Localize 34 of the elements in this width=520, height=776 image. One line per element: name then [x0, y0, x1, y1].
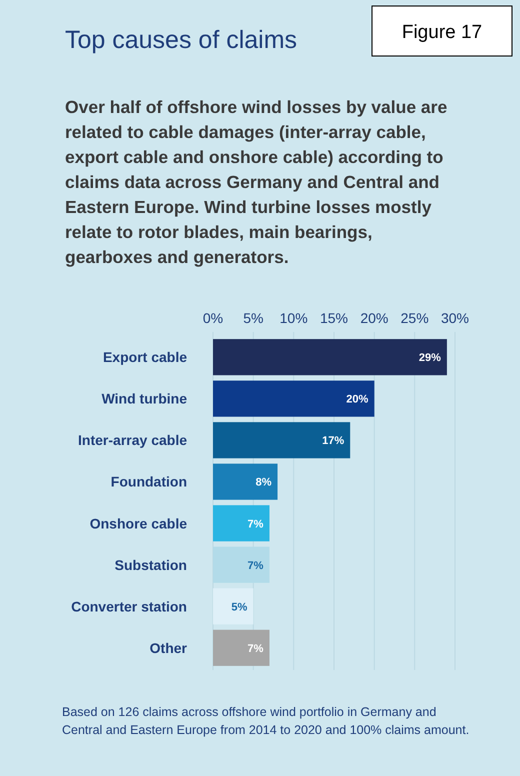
bar	[213, 339, 447, 376]
chart-title: Top causes of claims	[65, 26, 298, 54]
text: Based on 126 claims across offshore wind portfolio in Germany and Central and Eastern Europe from 2014 to 2020 and 100% claims amount.	[62, 705, 470, 737]
bar	[213, 505, 270, 542]
y-tick-label: Converter station	[71, 598, 187, 614]
caption: Figure 17	[402, 22, 482, 43]
bar	[213, 464, 278, 500]
data-label: 7%	[248, 560, 264, 572]
x-tick-label: 10%	[280, 310, 308, 326]
x-tick-label: 30%	[440, 310, 470, 326]
bar	[213, 630, 270, 666]
x-tick-label: 15%	[320, 310, 348, 326]
chart-subtitle: Over half of offshore wind losses by value are related to cable damages (inter-array cable, export cable and onshore cable) according to claims data across Germany and Central and Eastern Europe. Wind turbine losses mostly relate to rotor blades, main bearings, gearboxes and generators.	[65, 97, 448, 267]
data-label: 17%	[322, 435, 344, 448]
y-tick-label: Substation	[114, 556, 187, 573]
x-tick-label: 25%	[400, 310, 429, 326]
bar	[213, 588, 254, 624]
y-tick-label: Inter-array cable	[78, 432, 188, 448]
x-tick-label: 5%	[243, 310, 264, 326]
x-tick-label: 0%	[202, 310, 224, 326]
bar	[213, 422, 350, 458]
data-label: 5%	[231, 601, 248, 614]
y-tick-label: Onshore cable	[90, 515, 188, 532]
data-label: 20%	[346, 394, 369, 406]
y-tick-label: Export cable	[102, 349, 188, 366]
y-tick-label: Other	[150, 640, 188, 656]
bar	[213, 380, 374, 417]
y-tick-label: Wind turbine	[102, 390, 188, 407]
data-label: 29%	[418, 352, 442, 364]
y-tick-label: Foundation	[110, 474, 187, 490]
data-label: 7%	[248, 518, 264, 530]
data-label: 8%	[256, 476, 272, 489]
x-tick-label: 20%	[360, 310, 388, 326]
data-label: 7%	[248, 642, 264, 655]
